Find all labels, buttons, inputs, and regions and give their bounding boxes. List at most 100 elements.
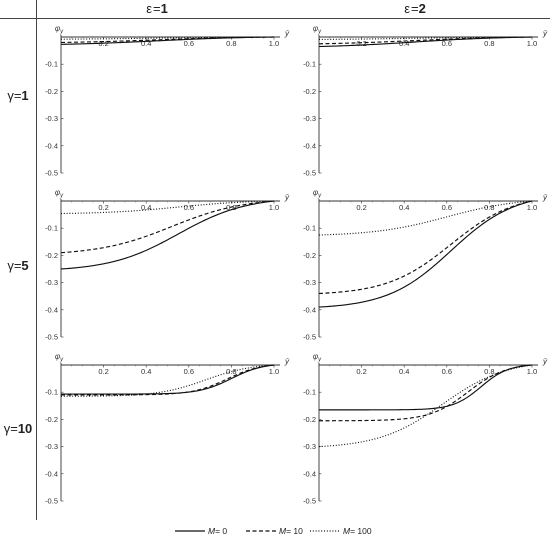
y-tick-label: -0.3 <box>303 278 316 287</box>
series-line-dashed <box>60 200 275 254</box>
series-line-dotted <box>60 36 275 40</box>
x-tick-label: 0.4 <box>141 203 151 212</box>
panel-eps1-gamma10: 0.2 0.4 0.6 0.8 1.0-0.1-0.2-0.3-0.4-0.5φy ȳ <box>45 352 290 506</box>
y-tick-label: -0.3 <box>303 442 316 451</box>
y-tick-label: -0.1 <box>45 60 58 69</box>
x-tick-label: 0.6 <box>442 39 452 48</box>
series-line-dotted <box>60 364 275 397</box>
x-tick-label: 0.8 <box>484 203 494 212</box>
legend-label-m100: M= 100 <box>343 526 372 536</box>
series-line-solid <box>61 364 275 395</box>
x-tick-label: 0.6 <box>184 203 194 212</box>
series-line-dotted <box>318 200 533 236</box>
y-tick-label: -0.2 <box>303 415 316 424</box>
y-tick-label: -0.3 <box>45 278 58 287</box>
panel-eps2-gamma5: 0.2 0.4 0.6 0.8 1.0 -0.1 -0.2 -0.3 -0.4 -0.5 φy ȳ <box>303 188 548 342</box>
y-tick-label: -0.5 <box>45 497 58 506</box>
x-tick-label: 0.4 <box>399 39 409 48</box>
panel-eps1-gamma1: 0.2 0.4 0.6 0.8 1.0-0.1-0.2-0.3-0.4-0.5φy ȳ <box>45 24 290 178</box>
x-tick-label: 0.6 <box>442 203 452 212</box>
x-tick-label: 0.2 <box>356 367 366 376</box>
y-tick-label: -0.3 <box>45 442 58 451</box>
series-line-dotted <box>318 36 533 41</box>
x-axis-label: ȳ <box>284 193 290 202</box>
y-tick-label: -0.1 <box>303 60 316 69</box>
y-axis-label: φy <box>55 352 64 363</box>
y-tick-label: -0.4 <box>303 469 316 478</box>
series-line-solid <box>319 364 533 411</box>
y-tick-label: -0.2 <box>45 415 58 424</box>
column-header-eps-2: ε=2 <box>404 1 426 16</box>
series-line-solid <box>318 200 533 308</box>
panel-eps2-gamma1: 0.2 0.4 0.6 0.8 1.0 -0.1 -0.2 -0.3 -0.4 -0.5 φy ȳ <box>303 24 548 178</box>
y-tick-label: -0.3 <box>303 114 316 123</box>
row-header-gamma-5: γ=5 <box>7 258 28 273</box>
column-header-eps-1: ε=1 <box>146 1 168 16</box>
y-tick-label: -0.2 <box>303 87 316 96</box>
y-tick-label: -0.4 <box>45 305 58 314</box>
series-line-dashed <box>318 36 533 45</box>
x-tick-label: 0.8 <box>226 39 236 48</box>
x-tick-label: 0.4 <box>399 203 409 212</box>
x-tick-label: 0.8 <box>484 39 494 48</box>
x-tick-label: 0.8 <box>484 367 494 376</box>
y-tick-label: -0.2 <box>45 87 58 96</box>
series-line-dashed <box>60 36 275 44</box>
y-tick-label: -0.1 <box>303 388 316 397</box>
y-tick-label: -0.2 <box>45 251 58 260</box>
series-line-solid <box>60 200 275 270</box>
panel-eps1-gamma5: 0.2 0.4 0.6 0.8 1.0-0.1-0.2-0.3-0.4-0.5φy ȳ <box>45 188 290 342</box>
series-line-dashed <box>318 200 533 295</box>
x-tick-label: 0.2 <box>98 203 108 212</box>
series-line-dotted <box>60 200 275 215</box>
y-tick-label: -0.3 <box>45 114 58 123</box>
y-tick-label: -0.4 <box>45 141 58 150</box>
x-tick-label: 0.6 <box>184 367 194 376</box>
series-line-dashed <box>61 364 275 396</box>
y-tick-label: -0.5 <box>45 333 58 342</box>
x-axis-label: ȳ <box>284 29 290 38</box>
y-tick-label: -0.4 <box>303 305 316 314</box>
y-axis-label: φy <box>313 352 322 363</box>
x-tick-label: 1.0 <box>527 367 537 376</box>
y-tick-label: -0.5 <box>303 169 316 178</box>
x-axis-label: ȳ <box>542 193 548 202</box>
y-tick-label: -0.4 <box>303 141 316 150</box>
y-axis-label: φy <box>313 24 322 35</box>
y-axis-label: φy <box>313 188 322 199</box>
x-axis-label: ȳ <box>284 357 290 366</box>
y-tick-label: -0.5 <box>303 497 316 506</box>
x-tick-label: 0.4 <box>141 367 151 376</box>
x-tick-label: 0.6 <box>184 39 194 48</box>
legend-label-m0: M= 0 <box>208 526 227 536</box>
x-tick-label: 1.0 <box>527 203 537 212</box>
y-axis-label: φy <box>55 188 64 199</box>
y-tick-label: -0.5 <box>45 169 58 178</box>
x-tick-label: 0.2 <box>98 367 108 376</box>
y-tick-label: -0.1 <box>303 224 316 233</box>
x-tick-label: 0.4 <box>399 367 409 376</box>
x-tick-label: 1.0 <box>269 39 279 48</box>
x-tick-label: 1.0 <box>527 39 537 48</box>
legend-label-m10: M= 10 <box>279 526 303 536</box>
row-header-gamma-10: γ=10 <box>4 421 33 436</box>
x-tick-label: 0.2 <box>356 39 366 48</box>
row-header-gamma-1: γ=1 <box>7 88 28 103</box>
y-tick-label: -0.2 <box>303 251 316 260</box>
y-axis-label: φy <box>55 24 64 35</box>
legend: M= 0 M= 10 M= 100 <box>175 526 372 536</box>
x-tick-label: 0.2 <box>356 203 366 212</box>
y-tick-label: -0.5 <box>303 333 316 342</box>
x-axis-label: ȳ <box>542 29 548 38</box>
y-tick-label: -0.4 <box>45 469 58 478</box>
panel-eps2-gamma10: 0.2 0.4 0.6 0.8 1.0 -0.1 -0.2 -0.3 -0.4 -0.5 φy ȳ <box>303 352 548 506</box>
y-tick-label: -0.1 <box>45 388 58 397</box>
x-tick-label: 1.0 <box>269 367 279 376</box>
x-axis-label: ȳ <box>542 357 548 366</box>
series-line-dotted <box>318 364 533 448</box>
panel-grid: 0.2 0.4 0.6 0.8 1.0-0.1-0.2-0.3-0.4-0.5φy ȳ0.… <box>45 24 548 506</box>
y-tick-label: -0.1 <box>45 224 58 233</box>
x-tick-label: 0.4 <box>141 39 151 48</box>
x-tick-label: 0.6 <box>442 367 452 376</box>
